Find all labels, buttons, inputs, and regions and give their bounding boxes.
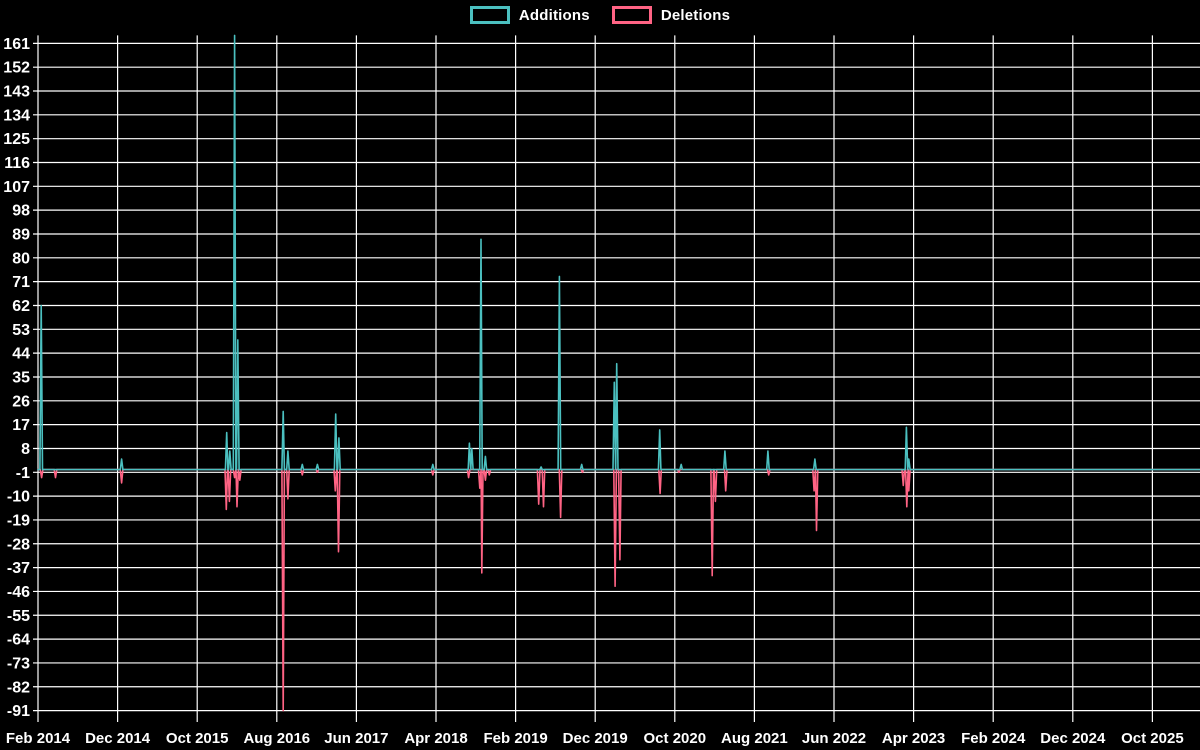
x-axis-tick-label: Apr 2023 xyxy=(882,730,945,747)
y-axis-tick-label: -91 xyxy=(7,703,30,720)
legend-item-deletions[interactable]: Deletions xyxy=(611,6,731,24)
x-axis-tick-label: Oct 2020 xyxy=(644,730,707,747)
legend-item-additions[interactable]: Additions xyxy=(469,6,590,24)
y-axis-tick-label: 152 xyxy=(3,60,30,77)
y-axis-tick-label: -73 xyxy=(7,655,30,672)
x-axis-tick-label: Dec 2024 xyxy=(1040,730,1106,747)
additions-line xyxy=(37,34,1200,471)
y-axis-tick-label: 116 xyxy=(4,155,30,172)
y-axis-tick-label: -46 xyxy=(7,584,30,601)
deletions-line xyxy=(37,468,1200,712)
deletions-legend-swatch-icon xyxy=(611,6,652,24)
y-axis-tick-label: 89 xyxy=(12,226,30,243)
additions-legend-swatch-icon xyxy=(469,6,510,24)
x-axis-tick-label: Aug 2021 xyxy=(721,730,788,747)
x-axis-tick-label: Oct 2025 xyxy=(1121,730,1184,747)
x-axis-tick-label: Oct 2015 xyxy=(166,730,229,747)
additions-legend-label: Additions xyxy=(518,6,590,24)
chart-legend: Additions Deletions xyxy=(0,6,1200,24)
x-axis-tick-label: Dec 2014 xyxy=(85,730,151,747)
y-axis-tick-label: 161 xyxy=(3,36,30,53)
y-axis-tick-label: 26 xyxy=(12,393,30,410)
y-axis-tick-label: 53 xyxy=(12,322,30,339)
y-axis-tick-label: -64 xyxy=(7,632,30,649)
x-axis-tick-label: Apr 2018 xyxy=(404,730,467,747)
deletions-legend-label: Deletions xyxy=(660,6,731,24)
y-axis-tick-label: -37 xyxy=(7,560,30,577)
x-axis-tick-label: Feb 2014 xyxy=(6,730,71,747)
y-axis-tick-label: -82 xyxy=(7,679,30,696)
x-axis-tick-label: Jun 2017 xyxy=(324,730,388,747)
y-axis-tick-label: 80 xyxy=(12,250,30,267)
y-axis-tick-label: 17 xyxy=(12,417,30,434)
y-axis-tick-label: -10 xyxy=(7,489,30,506)
x-axis-tick-label: Dec 2019 xyxy=(563,730,628,747)
x-axis-tick-label: Feb 2024 xyxy=(961,730,1026,747)
y-axis-tick-label: -55 xyxy=(7,608,30,625)
y-axis-tick-label: -19 xyxy=(7,512,30,529)
x-axis-tick-label: Feb 2019 xyxy=(483,730,547,747)
x-axis-tick-label: Aug 2016 xyxy=(243,730,310,747)
y-axis-tick-label: 134 xyxy=(3,107,30,124)
y-axis-tick-label: 35 xyxy=(12,369,30,386)
y-axis-tick-label: 143 xyxy=(3,84,30,101)
y-axis-tick-label: -1 xyxy=(16,465,30,482)
y-axis-tick-label: 125 xyxy=(3,131,30,148)
y-axis-tick-label: 44 xyxy=(12,346,30,363)
x-axis-tick-label: Jun 2022 xyxy=(802,730,866,747)
y-axis-tick-label: -28 xyxy=(7,536,30,553)
y-axis-tick-label: 62 xyxy=(12,298,30,315)
y-axis-tick-label: 71 xyxy=(12,274,30,291)
y-axis-tick-label: 107 xyxy=(3,179,30,196)
y-axis-tick-label: 98 xyxy=(12,203,30,220)
y-axis-tick-label: 8 xyxy=(21,441,30,458)
